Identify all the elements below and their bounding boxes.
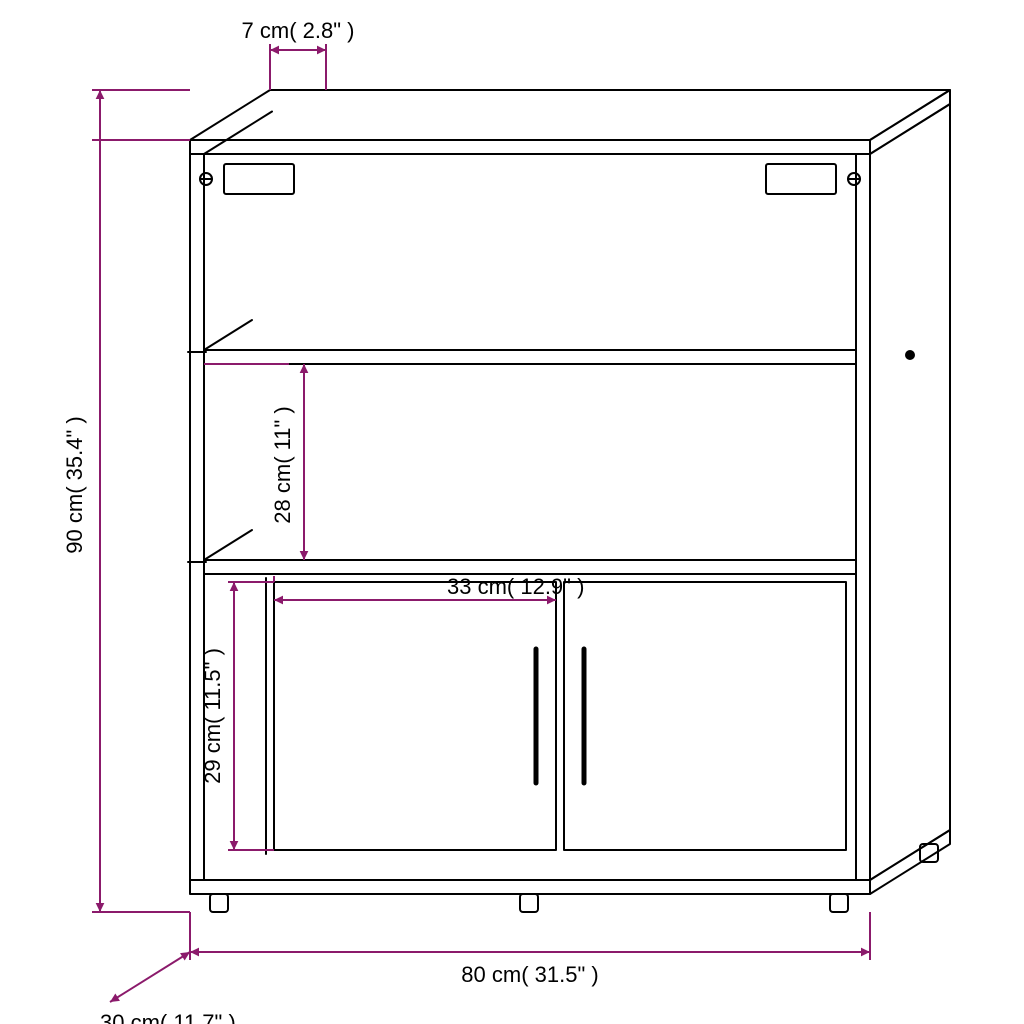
dimension-label: 33 cm( 12.9" )	[447, 574, 584, 599]
dimension-label: 7 cm( 2.8" )	[242, 18, 355, 43]
dimension-label: 90 cm( 35.4" )	[62, 416, 87, 553]
dimension-label: 80 cm( 31.5" )	[461, 962, 598, 987]
dimension-label: 29 cm( 11.5" )	[200, 648, 225, 784]
dimension-label: 30 cm( 11.7" )	[100, 1010, 236, 1024]
dimension-label: 28 cm( 11" )	[270, 406, 295, 523]
